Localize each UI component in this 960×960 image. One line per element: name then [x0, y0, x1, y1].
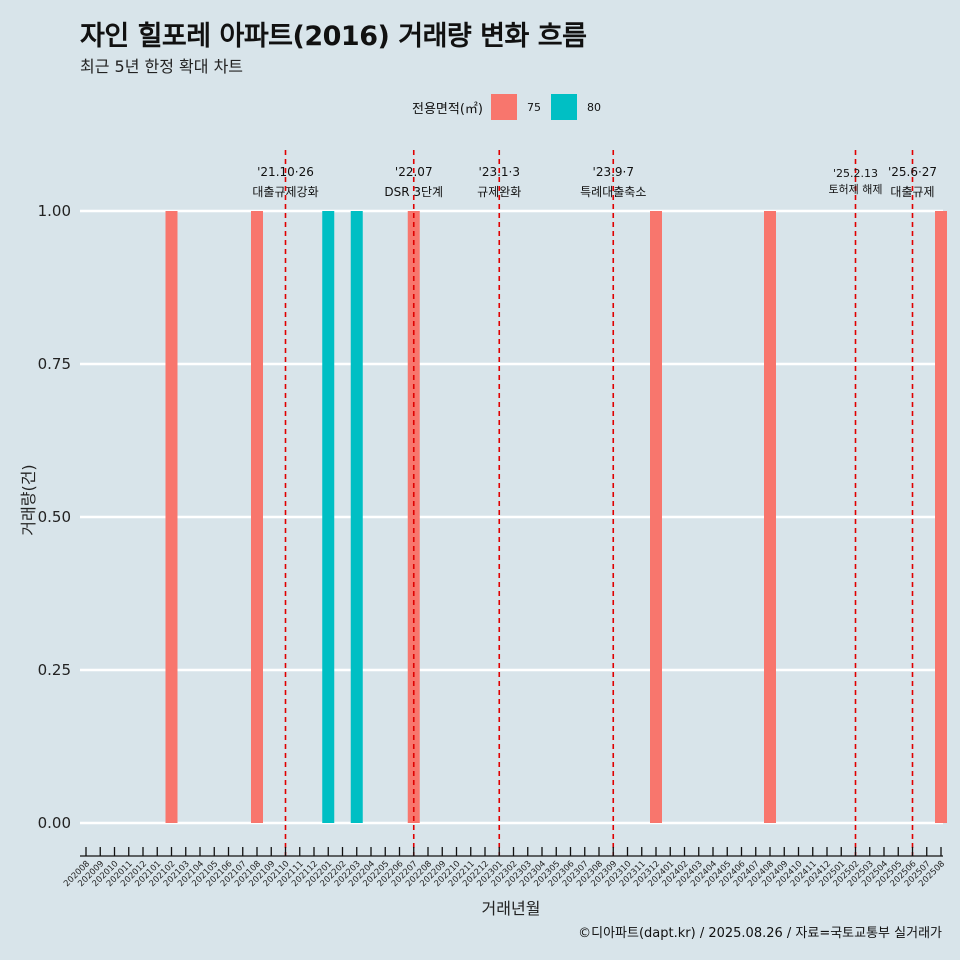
- annotation-label: 대출규제: [890, 185, 934, 199]
- bar-75-202408: [764, 211, 776, 823]
- annotation-date: '25.2.13: [833, 167, 878, 180]
- annotation-date: '23.9·7: [593, 165, 634, 179]
- x-axis-title: 거래년월: [482, 899, 541, 918]
- legend: 전용면적(㎡) 75 80: [412, 94, 611, 120]
- legend-title: 전용면적(㎡): [412, 101, 483, 117]
- y-tick-label: 0.25: [38, 661, 71, 679]
- chart-title: 자인 힐포레 아파트(2016) 거래량 변화 흐름: [80, 21, 587, 52]
- y-tick-label: 1.00: [38, 202, 71, 220]
- legend-swatch-80: [550, 94, 577, 120]
- chart-subtitle: 최근 5년 한정 확대 차트: [80, 57, 244, 76]
- annotation-label: 특례대출축소: [580, 185, 646, 199]
- legend-label-75: 75: [526, 100, 541, 114]
- annotation-date: '23.1·3: [479, 165, 520, 179]
- bar-75-202108: [251, 211, 263, 823]
- bar-75-202207: [407, 211, 420, 823]
- y-tick-label: 0.75: [38, 355, 71, 373]
- legend-swatch-75: [490, 94, 517, 120]
- annotation-date: '22.07: [395, 165, 433, 179]
- annotation-date: '21.10·26: [257, 165, 314, 179]
- y-tick-label: 0.50: [38, 508, 71, 526]
- bar-75-202508: [935, 211, 947, 823]
- y-axis-title: 거래량(건): [19, 464, 38, 535]
- annotation-label: 토허제 해제: [828, 182, 882, 196]
- bar-75-202312: [650, 211, 662, 823]
- annotation-label: 규제완화: [477, 185, 521, 199]
- annotation-label: 대출규제강화: [252, 185, 318, 199]
- legend-label-80: 80: [586, 100, 601, 114]
- source-caption: ©디아파트(dapt.kr) / 2025.08.26 / 자료=국토교통부 실…: [578, 926, 942, 941]
- bar-80-202203: [350, 211, 363, 823]
- annotation-label: DSR 3단계: [384, 185, 443, 199]
- bar-75-202102: [165, 211, 178, 823]
- y-tick-label: 0.00: [38, 814, 71, 832]
- annotation-date: '25.6·27: [888, 165, 937, 179]
- bar-80-202201: [322, 211, 335, 823]
